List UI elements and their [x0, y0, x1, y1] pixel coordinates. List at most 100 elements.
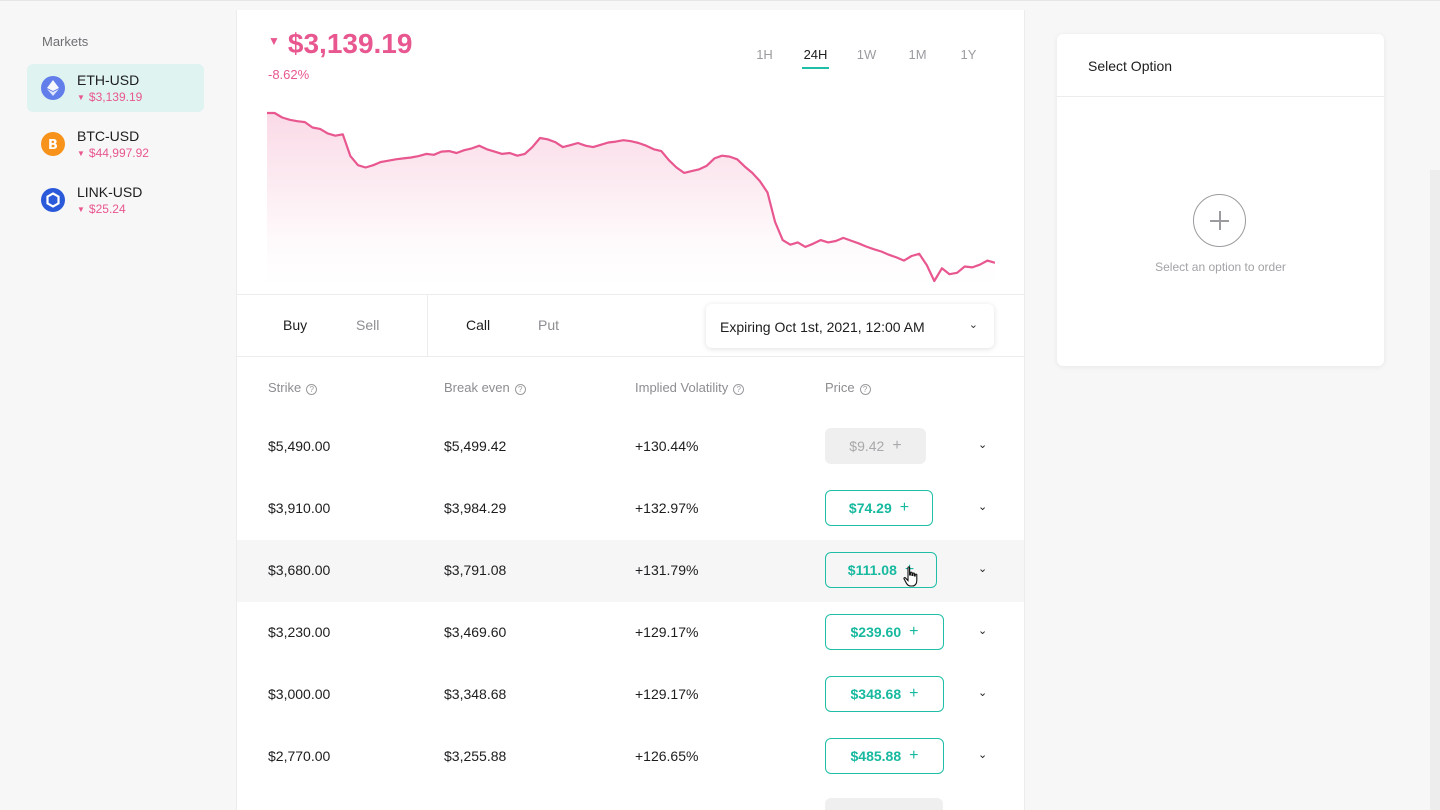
strike-cell: $2,770.00 [268, 748, 331, 764]
market-price: ▼ $25.24 [77, 202, 126, 216]
chevron-down-icon[interactable]: ⌄ [978, 625, 988, 637]
expiry-label: Expiring Oct 1st, 2021, 12:00 AM [720, 319, 925, 335]
price-button[interactable]: $111.08+ [825, 552, 937, 588]
iv-cell: +129.17% [635, 686, 699, 702]
sidebar-title: Markets [42, 34, 89, 49]
range-1y[interactable]: 1Y [960, 47, 977, 62]
order-hint: Select an option to order [1155, 260, 1286, 274]
chevron-down-icon[interactable]: ⌄ [978, 439, 988, 451]
break-even-cell: $5,499.42 [444, 438, 507, 454]
table-row[interactable]: $3,680.00 $3,791.08 +131.79% $111.08+ ⌄ [237, 540, 1024, 602]
market-item-btc[interactable]: B BTC-USD ▼ $44,997.92 [27, 120, 204, 168]
current-price: ▼ $3,139.19 [268, 28, 413, 59]
option-tabs: Buy Sell Call Put Expiring Oct 1st, 2021… [237, 295, 1024, 357]
header-strike: Strike? [268, 380, 318, 395]
range-1h[interactable]: 1H [756, 47, 773, 62]
price-button[interactable]: $239.60 + [825, 614, 944, 650]
svg-text:B: B [48, 138, 58, 151]
plus-icon: + [909, 747, 919, 764]
plus-icon: + [909, 685, 919, 702]
market-symbol: LINK-USD [77, 184, 143, 200]
price-button-partial[interactable] [825, 798, 943, 810]
tab-buy[interactable]: Buy [283, 317, 307, 357]
help-icon[interactable]: ? [306, 384, 318, 395]
tab-sell[interactable]: Sell [356, 317, 380, 333]
down-triangle-icon: ▼ [77, 93, 85, 102]
chart-area-fill [267, 113, 995, 285]
iv-cell: +131.79% [635, 562, 699, 578]
market-symbol: ETH-USD [77, 72, 140, 88]
market-item-eth[interactable]: ETH-USD ▼ $3,139.19 [27, 64, 204, 112]
chevron-down-icon: ⌄ [968, 319, 978, 331]
divider [1057, 96, 1384, 97]
plus-icon: + [899, 499, 910, 516]
table-row[interactable]: $2,770.00 $3,255.88 +126.65% $485.88 + ⌄ [237, 726, 1024, 788]
iv-cell: +126.65% [635, 748, 699, 764]
price-button[interactable]: $485.88 + [825, 738, 944, 774]
market-symbol: BTC-USD [77, 128, 140, 144]
bitcoin-icon: B [41, 132, 65, 156]
help-icon[interactable]: ? [859, 384, 871, 395]
chevron-down-icon[interactable]: ⌄ [978, 501, 988, 513]
help-icon[interactable]: ? [514, 384, 526, 395]
range-1w[interactable]: 1W [856, 47, 877, 62]
price-button[interactable]: $348.68 + [825, 676, 944, 712]
down-triangle-icon: ▼ [77, 149, 85, 158]
expiry-select[interactable]: Expiring Oct 1st, 2021, 12:00 AM ⌄ [706, 304, 994, 348]
chart-price-line [267, 111, 995, 283]
range-24h[interactable]: 24H [790, 47, 841, 71]
add-option-icon[interactable] [1193, 194, 1246, 247]
divider [427, 295, 428, 357]
table-row[interactable]: $5,490.00 $5,499.42 +130.44% $9.42 + ⌄ [237, 416, 1024, 478]
market-item-link[interactable]: LINK-USD ▼ $25.24 [27, 176, 204, 224]
down-triangle-icon: ▼ [77, 205, 85, 214]
strike-cell: $3,000.00 [268, 686, 331, 702]
hand-cursor-icon [903, 566, 918, 587]
break-even-cell: $3,984.29 [444, 500, 507, 516]
price-button[interactable]: $9.42 + [825, 428, 926, 464]
price-change: -8.62% [268, 67, 310, 82]
tab-call[interactable]: Call [466, 317, 490, 357]
market-price: ▼ $44,997.92 [77, 146, 149, 160]
strike-cell: $3,910.00 [268, 500, 331, 516]
plus-icon: + [892, 437, 902, 454]
header-break-even: Break even? [444, 380, 526, 395]
iv-cell: +132.97% [635, 500, 699, 516]
break-even-cell: $3,255.88 [444, 748, 507, 764]
iv-cell: +129.17% [635, 624, 699, 640]
strike-cell: $3,680.00 [268, 562, 331, 578]
chevron-down-icon[interactable]: ⌄ [978, 687, 988, 699]
break-even-cell: $3,791.08 [444, 562, 507, 578]
scrollbar[interactable] [1430, 170, 1440, 810]
price-button[interactable]: $74.29 + [825, 490, 933, 526]
options-panel: ▼ $3,139.19 -8.62% 1H 24H 1W 1M 1Y Buy Se… [236, 10, 1025, 810]
order-title: Select Option [1088, 58, 1173, 74]
market-price: ▼ $3,139.19 [77, 90, 143, 104]
help-icon[interactable]: ? [733, 384, 745, 395]
tab-put[interactable]: Put [538, 317, 560, 333]
chainlink-icon [41, 188, 65, 212]
table-header: Strike? Break even? Implied Volatility? … [237, 380, 1024, 400]
chevron-down-icon[interactable]: ⌄ [978, 563, 988, 575]
break-even-cell: $3,469.60 [444, 624, 507, 640]
table-row[interactable]: $3,000.00 $3,348.68 +129.17% $348.68 + ⌄ [237, 664, 1024, 726]
price-chart [267, 111, 995, 285]
ethereum-icon [41, 76, 65, 100]
table-row[interactable]: $3,230.00 $3,469.60 +129.17% $239.60 + ⌄ [237, 602, 1024, 664]
chevron-down-icon[interactable]: ⌄ [978, 749, 988, 761]
time-range-selector: 1H 24H 1W 1M 1Y [739, 47, 994, 71]
markets-sidebar: Markets ETH-USD ▼ $3,139.19 B BTC-USD ▼ $4… [0, 0, 236, 810]
strike-cell: $3,230.00 [268, 624, 331, 640]
table-row[interactable]: $3,910.00 $3,984.29 +132.97% $74.29 + ⌄ [237, 478, 1024, 540]
range-1m[interactable]: 1M [908, 47, 927, 62]
break-even-cell: $3,348.68 [444, 686, 507, 702]
order-panel: Select Option Select an option to order [1057, 34, 1384, 366]
header-price: Price? [825, 380, 871, 395]
down-triangle-icon: ▼ [268, 34, 280, 48]
divider [237, 294, 1024, 295]
plus-icon: + [909, 623, 919, 640]
iv-cell: +130.44% [635, 438, 699, 454]
top-border [0, 0, 1440, 1]
header-implied-volatility: Implied Volatility? [635, 380, 745, 395]
strike-cell: $5,490.00 [268, 438, 331, 454]
